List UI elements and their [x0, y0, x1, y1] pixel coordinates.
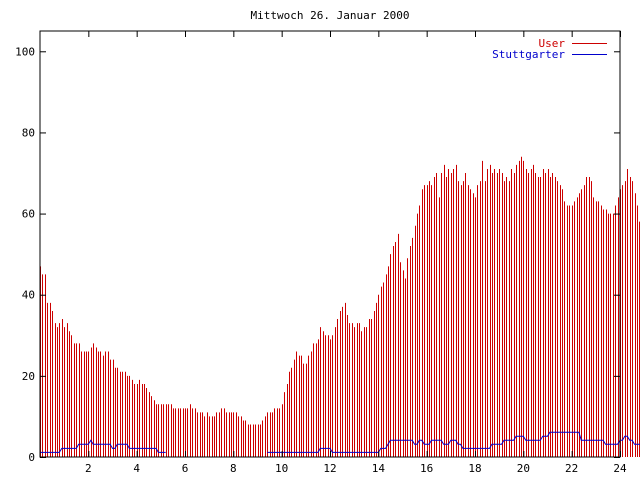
x-tick-label: 8: [230, 462, 237, 475]
x-tick-label: 20: [517, 462, 530, 475]
chart-title: Mittwoch 26. Januar 2000: [251, 9, 410, 22]
x-axis: 2 4 6 8 10 12 14 16 18 20 22 24: [85, 31, 627, 475]
x-tick-label: 18: [468, 462, 481, 475]
y-tick-label: 80: [22, 126, 35, 139]
x-tick-label: 24: [613, 462, 627, 475]
user-series-bars: [40, 156, 640, 457]
x-tick-label: 2: [85, 462, 92, 475]
x-tick-label: 6: [182, 462, 189, 475]
x-tick-label: 16: [420, 462, 433, 475]
x-tick-label: 12: [323, 462, 336, 475]
x-tick-label: 14: [372, 462, 386, 475]
x-tick-label: 10: [275, 462, 288, 475]
y-tick-label: 60: [22, 208, 35, 221]
stuttgarter-line: [40, 431, 640, 453]
y-tick-label: 20: [22, 370, 35, 383]
legend-label: User: [539, 37, 566, 50]
y-axis: 0 20 40 60 80 100: [15, 45, 620, 464]
y-tick-label: 40: [22, 289, 35, 302]
y-tick-label: 0: [28, 451, 35, 464]
legend-label: Stuttgarter: [492, 48, 565, 61]
stuttgarter-series: [40, 431, 640, 453]
x-tick-label: 4: [133, 462, 140, 475]
x-tick-label: 22: [565, 462, 578, 475]
y-tick-label: 100: [15, 45, 35, 58]
